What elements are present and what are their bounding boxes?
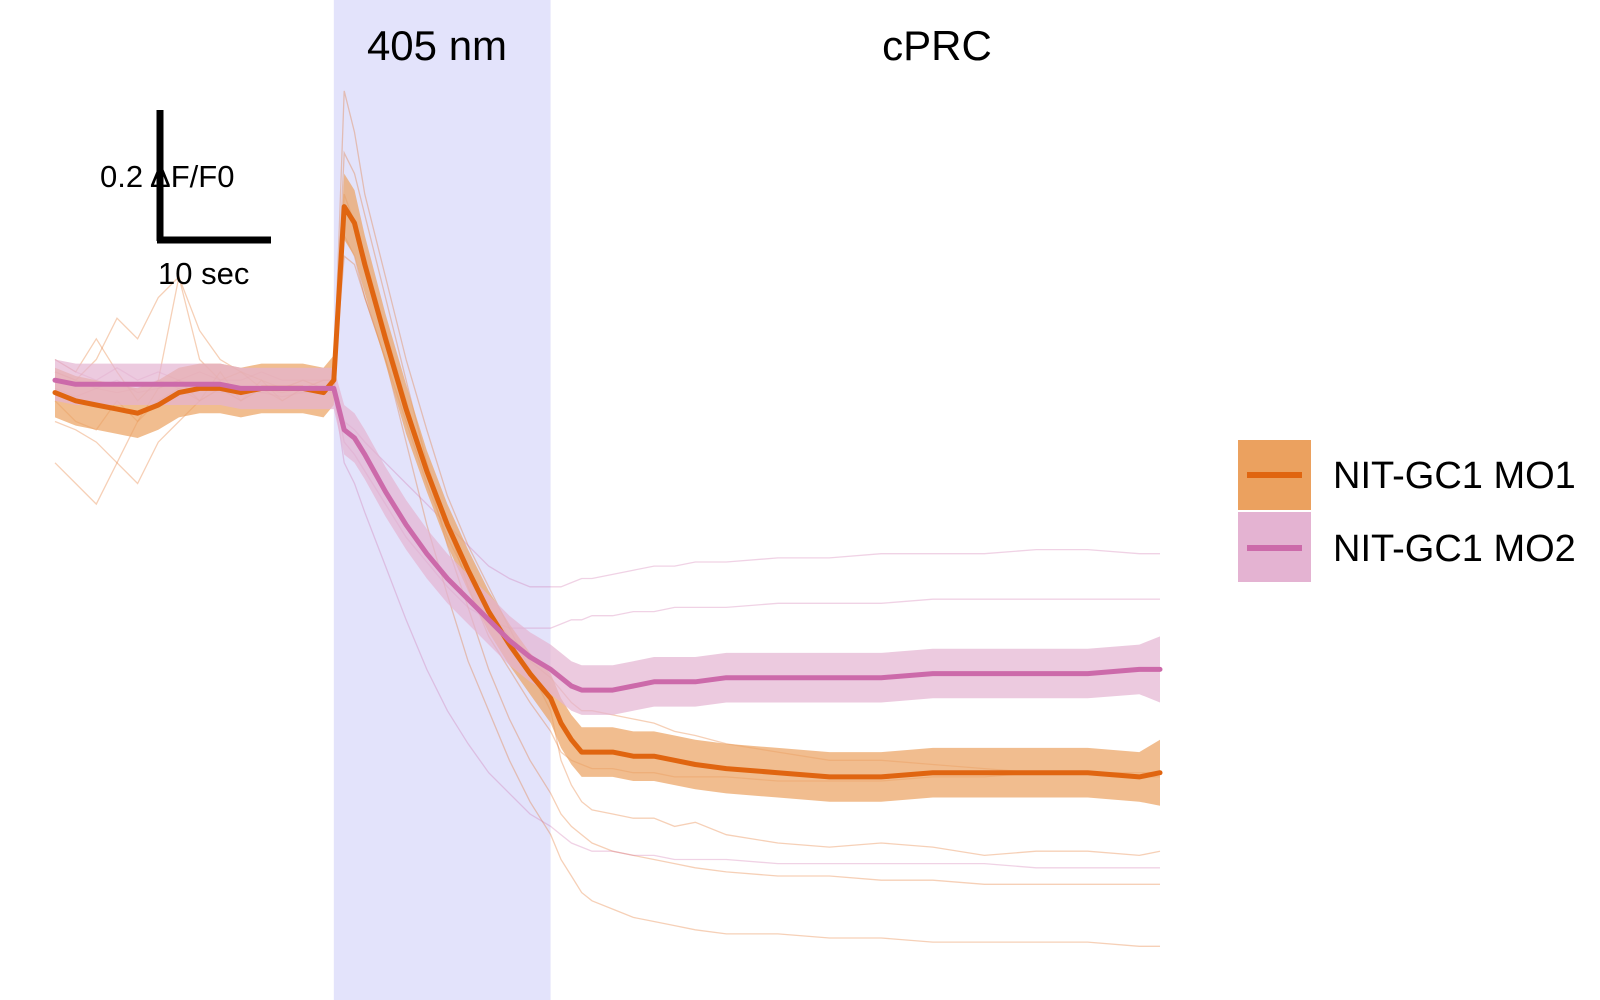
region-label-cprc: cPRC xyxy=(882,22,992,69)
region-label-405nm: 405 nm xyxy=(367,22,507,69)
region-band-1 xyxy=(550,0,1160,1000)
region-backgrounds xyxy=(333,0,1160,1000)
scale-bar: 0.2 ΔF/F0 10 sec xyxy=(100,110,271,291)
error-bands xyxy=(55,173,1160,806)
legend: NIT-GC1 MO1 NIT-GC1 MO2 xyxy=(1238,440,1576,582)
scale-bar-x-label: 10 sec xyxy=(158,256,249,291)
mean-line-2 xyxy=(52,377,1163,693)
scale-bar-y-label: 0.2 ΔF/F0 xyxy=(100,159,234,194)
legend-item-mo1: NIT-GC1 MO1 xyxy=(1238,440,1576,510)
legend-item-mo2: NIT-GC1 MO2 xyxy=(1238,512,1576,582)
legend-label-mo2: NIT-GC1 MO2 xyxy=(1333,528,1576,570)
mean-line-1 xyxy=(52,204,1163,780)
mean-lines xyxy=(52,204,1163,780)
legend-label-mo1: NIT-GC1 MO1 xyxy=(1333,455,1576,497)
error-band-2 xyxy=(55,359,1160,715)
